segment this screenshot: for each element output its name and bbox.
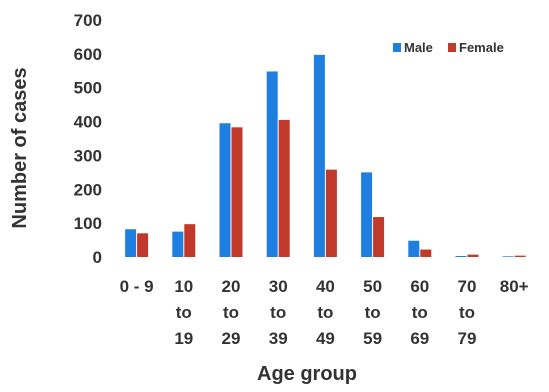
y-tick-label: 200 xyxy=(74,180,102,199)
y-axis-tick-labels: 0 100 200 300 400 500 600 700 xyxy=(74,11,102,267)
bar-female-3 xyxy=(278,119,290,257)
x-tick-label: 70 xyxy=(458,277,477,296)
x-tick-label: 49 xyxy=(316,329,335,348)
x-tick-label: to xyxy=(365,303,381,322)
bar-female-1 xyxy=(184,224,196,257)
y-tick-label: 100 xyxy=(74,214,102,233)
x-tick-label: 50 xyxy=(363,277,382,296)
y-tick-label: 0 xyxy=(93,248,102,267)
bar-male-1 xyxy=(172,231,184,257)
bar-female-2 xyxy=(231,127,243,257)
x-tick-label: 29 xyxy=(222,329,241,348)
x-tick-label: 59 xyxy=(363,329,382,348)
bar-male-2 xyxy=(219,123,231,257)
bar-female-5 xyxy=(373,217,385,257)
y-tick-label: 600 xyxy=(74,45,102,64)
y-tick-label: 500 xyxy=(74,79,102,98)
legend-label-male: Male xyxy=(404,40,433,55)
x-tick-label: 20 xyxy=(222,277,241,296)
bar-female-6 xyxy=(420,249,432,257)
y-tick-label: 300 xyxy=(74,146,102,165)
x-tick-label: to xyxy=(459,303,475,322)
x-axis-title: Age group xyxy=(257,363,357,385)
x-tick-label: 10 xyxy=(174,277,193,296)
bar-female-7 xyxy=(467,254,479,257)
bar-female-4 xyxy=(325,169,337,257)
bars xyxy=(125,54,526,257)
x-tick-label: 0 - 9 xyxy=(120,277,154,296)
bar-male-3 xyxy=(266,71,278,257)
x-tick-label: 30 xyxy=(269,277,288,296)
x-tick-label: 39 xyxy=(269,329,288,348)
x-tick-label: to xyxy=(317,303,333,322)
legend: Male Female xyxy=(393,40,504,55)
bar-male-4 xyxy=(313,54,325,257)
y-tick-label: 700 xyxy=(74,11,102,30)
legend-swatch-female xyxy=(448,43,456,52)
bar-female-8 xyxy=(514,255,526,257)
x-tick-label: to xyxy=(412,303,428,322)
bar-male-0 xyxy=(125,229,137,257)
x-tick-label: to xyxy=(176,303,192,322)
x-tick-label: to xyxy=(270,303,286,322)
legend-swatch-male xyxy=(393,43,401,52)
bar-male-5 xyxy=(361,172,373,257)
x-tick-label: 40 xyxy=(316,277,335,296)
y-tick-label: 400 xyxy=(74,113,102,132)
x-tick-label: 79 xyxy=(458,329,477,348)
y-axis-title: Number of cases xyxy=(9,67,31,228)
x-axis-tick-labels: 0 - 9 10 to 19 20 to 29 30 to 39 40 to 49 50 to 59 60 to 6… xyxy=(120,277,529,348)
bar-male-8 xyxy=(502,256,514,257)
x-tick-label: 69 xyxy=(410,329,429,348)
bar-male-6 xyxy=(408,240,420,257)
bar-female-0 xyxy=(137,233,149,257)
x-tick-label: 80+ xyxy=(500,277,529,296)
x-tick-label: 60 xyxy=(410,277,429,296)
x-tick-label: to xyxy=(223,303,239,322)
x-tick-label: 19 xyxy=(174,329,193,348)
bar-male-7 xyxy=(455,255,467,257)
legend-label-female: Female xyxy=(459,40,504,55)
